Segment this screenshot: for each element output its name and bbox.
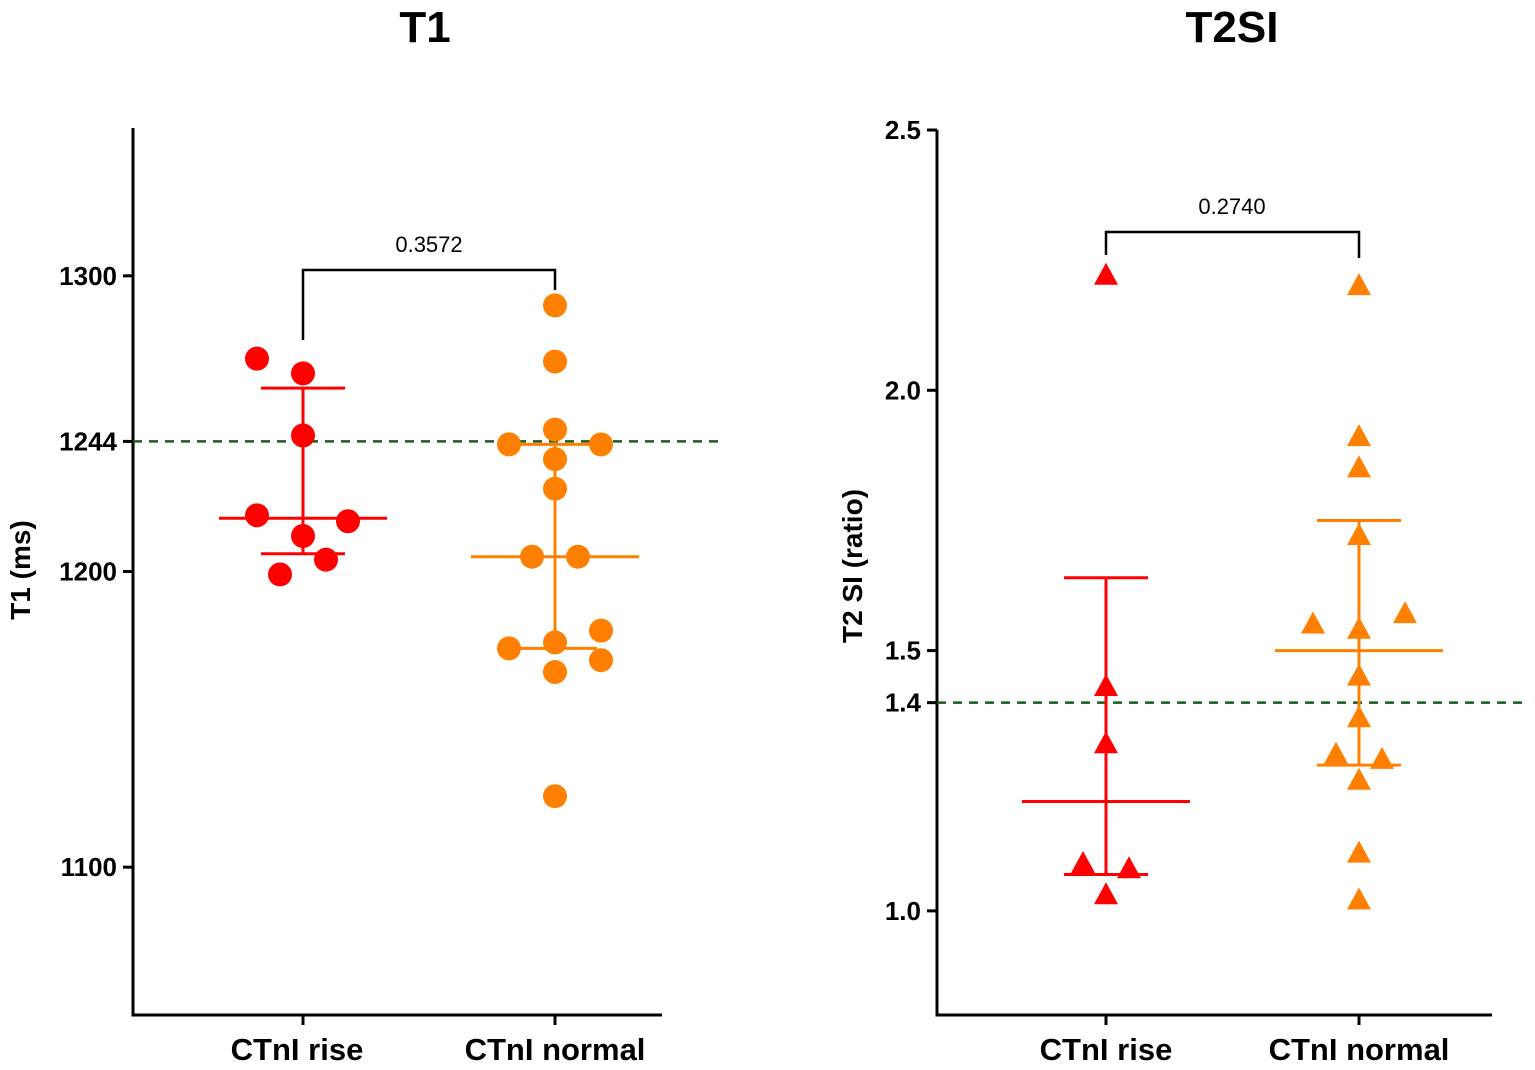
chart-title: T1 xyxy=(399,3,450,52)
data-point xyxy=(1393,601,1417,624)
data-point xyxy=(1347,767,1371,790)
data-point xyxy=(543,417,567,442)
data-point xyxy=(1347,523,1371,546)
data-point xyxy=(543,784,567,809)
series-1 xyxy=(471,293,639,809)
data-point xyxy=(497,432,521,457)
y-tick-label: 2.5 xyxy=(885,115,921,145)
data-point xyxy=(1094,882,1118,905)
data-point xyxy=(245,503,269,528)
data-point xyxy=(314,547,338,572)
data-point xyxy=(1370,746,1394,769)
data-point xyxy=(1117,856,1141,879)
data-point xyxy=(1094,262,1118,285)
data-point xyxy=(291,423,315,448)
x-tick-label: CTnI normal xyxy=(465,1032,646,1065)
data-point xyxy=(1347,273,1371,296)
x-tick-label: CTnI normal xyxy=(1269,1032,1450,1065)
data-point xyxy=(543,447,567,472)
panel-t2si: T2SI T2 SI (ratio) 0.2740 CTnI rise CTnI… xyxy=(837,3,1522,1067)
data-point xyxy=(543,349,567,374)
data-point xyxy=(1347,424,1371,447)
data-point xyxy=(543,660,567,685)
data-point xyxy=(1347,705,1371,728)
data-point xyxy=(543,293,567,318)
data-point xyxy=(1347,616,1371,639)
data-point xyxy=(589,618,613,643)
data-point xyxy=(1301,611,1325,634)
panel-t1: T1 T1 (ms) 0.3572 CTnI rise CTnI normal … xyxy=(5,3,720,1067)
series-0 xyxy=(1022,262,1190,905)
y-tick-label: 1244 xyxy=(59,426,117,456)
data-point xyxy=(1071,851,1095,874)
chart-title: T2SI xyxy=(1186,3,1279,52)
data-point xyxy=(245,346,269,371)
y-tick-label: 1.0 xyxy=(885,896,921,926)
y-tick-label: 1.5 xyxy=(885,636,921,666)
data-point xyxy=(291,524,315,549)
data-point xyxy=(1347,455,1371,478)
data-point xyxy=(1347,663,1371,686)
series-1 xyxy=(1275,273,1443,910)
data-point xyxy=(497,636,521,661)
data-point xyxy=(520,544,544,569)
data-point xyxy=(268,562,292,587)
y-tick-label: 1300 xyxy=(59,261,117,291)
data-point xyxy=(336,509,360,534)
x-tick-label: CTnI rise xyxy=(231,1032,364,1065)
y-tick-label: 1.4 xyxy=(885,688,922,718)
y-axis-label: T1 (ms) xyxy=(5,520,36,620)
significance-bracket xyxy=(1104,230,1361,258)
data-point xyxy=(589,432,613,457)
data-point xyxy=(543,630,567,655)
data-point xyxy=(1094,674,1118,697)
data-point xyxy=(543,476,567,501)
data-point xyxy=(1347,887,1371,910)
data-point xyxy=(1324,741,1348,764)
y-tick-label: 2.0 xyxy=(885,375,921,405)
data-point xyxy=(1094,731,1118,754)
x-tick-label: CTnI rise xyxy=(1040,1032,1173,1065)
y-tick-label: 1200 xyxy=(59,557,117,587)
p-value-label: 0.3572 xyxy=(395,232,462,257)
p-value-label: 0.2740 xyxy=(1198,194,1265,219)
data-point xyxy=(291,361,315,386)
significance-bracket xyxy=(301,268,557,340)
data-point xyxy=(589,648,613,673)
series-0 xyxy=(219,346,387,587)
y-tick-label: 1100 xyxy=(61,852,117,882)
data-point xyxy=(1347,840,1371,863)
y-axis-label: T2 SI (ratio) xyxy=(837,489,868,643)
data-point xyxy=(566,544,590,569)
